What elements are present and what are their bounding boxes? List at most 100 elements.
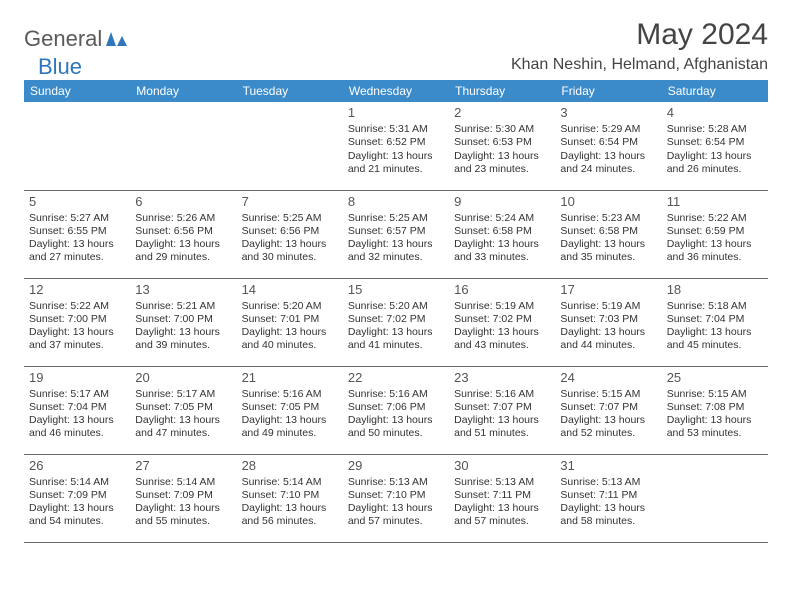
daylight-text-1: Daylight: 13 hours (29, 238, 125, 251)
weekday-header: Sunday (24, 80, 130, 102)
daylight-text-2: and 37 minutes. (29, 339, 125, 352)
daylight-text-1: Daylight: 13 hours (560, 150, 656, 163)
sunrise-text: Sunrise: 5:25 AM (348, 212, 444, 225)
calendar-day-cell: 11Sunrise: 5:22 AMSunset: 6:59 PMDayligh… (662, 190, 768, 278)
day-number: 13 (135, 282, 231, 298)
sunrise-text: Sunrise: 5:25 AM (242, 212, 338, 225)
daylight-text-2: and 58 minutes. (560, 515, 656, 528)
location-text: Khan Neshin, Helmand, Afghanistan (511, 56, 768, 74)
sunset-text: Sunset: 7:08 PM (667, 401, 763, 414)
sunset-text: Sunset: 7:00 PM (29, 313, 125, 326)
daylight-text-2: and 29 minutes. (135, 251, 231, 264)
day-number: 8 (348, 194, 444, 210)
calendar-day-cell (662, 454, 768, 542)
sunset-text: Sunset: 6:56 PM (135, 225, 231, 238)
sunset-text: Sunset: 7:05 PM (135, 401, 231, 414)
daylight-text-1: Daylight: 13 hours (560, 502, 656, 515)
sunrise-text: Sunrise: 5:24 AM (454, 212, 550, 225)
brand-logo: General (24, 26, 129, 52)
day-number: 25 (667, 370, 763, 386)
sunrise-text: Sunrise: 5:13 AM (560, 476, 656, 489)
calendar-week-row: 12Sunrise: 5:22 AMSunset: 7:00 PMDayligh… (24, 278, 768, 366)
sunset-text: Sunset: 7:02 PM (348, 313, 444, 326)
month-title: May 2024 (511, 18, 768, 52)
day-number: 23 (454, 370, 550, 386)
calendar-day-cell: 4Sunrise: 5:28 AMSunset: 6:54 PMDaylight… (662, 102, 768, 190)
daylight-text-1: Daylight: 13 hours (560, 238, 656, 251)
daylight-text-2: and 50 minutes. (348, 427, 444, 440)
daylight-text-2: and 39 minutes. (135, 339, 231, 352)
daylight-text-1: Daylight: 13 hours (135, 414, 231, 427)
sunset-text: Sunset: 7:03 PM (560, 313, 656, 326)
calendar-day-cell: 19Sunrise: 5:17 AMSunset: 7:04 PMDayligh… (24, 366, 130, 454)
sunrise-text: Sunrise: 5:27 AM (29, 212, 125, 225)
daylight-text-1: Daylight: 13 hours (560, 414, 656, 427)
sunset-text: Sunset: 7:09 PM (135, 489, 231, 502)
sunset-text: Sunset: 6:58 PM (454, 225, 550, 238)
sunrise-text: Sunrise: 5:17 AM (135, 388, 231, 401)
day-number: 4 (667, 105, 763, 121)
day-number: 6 (135, 194, 231, 210)
day-number: 1 (348, 105, 444, 121)
day-number: 17 (560, 282, 656, 298)
sunrise-text: Sunrise: 5:20 AM (348, 300, 444, 313)
daylight-text-1: Daylight: 13 hours (454, 150, 550, 163)
sunset-text: Sunset: 6:58 PM (560, 225, 656, 238)
daylight-text-1: Daylight: 13 hours (454, 326, 550, 339)
sunrise-text: Sunrise: 5:19 AM (454, 300, 550, 313)
sunrise-text: Sunrise: 5:20 AM (242, 300, 338, 313)
weekday-header: Saturday (662, 80, 768, 102)
daylight-text-2: and 49 minutes. (242, 427, 338, 440)
calendar-day-cell: 6Sunrise: 5:26 AMSunset: 6:56 PMDaylight… (130, 190, 236, 278)
calendar-day-cell: 5Sunrise: 5:27 AMSunset: 6:55 PMDaylight… (24, 190, 130, 278)
daylight-text-2: and 30 minutes. (242, 251, 338, 264)
weekday-header: Friday (555, 80, 661, 102)
sunset-text: Sunset: 7:05 PM (242, 401, 338, 414)
weekday-header: Monday (130, 80, 236, 102)
daylight-text-2: and 51 minutes. (454, 427, 550, 440)
sunrise-text: Sunrise: 5:15 AM (667, 388, 763, 401)
calendar-day-cell: 29Sunrise: 5:13 AMSunset: 7:10 PMDayligh… (343, 454, 449, 542)
calendar-day-cell: 15 Sunrise: 5:20 AMSunset: 7:02 PMDayligh… (343, 278, 449, 366)
sunrise-text: Sunrise: 5:13 AM (454, 476, 550, 489)
daylight-text-2: and 36 minutes. (667, 251, 763, 264)
calendar-day-cell: 17Sunrise: 5:19 AMSunset: 7:03 PMDayligh… (555, 278, 661, 366)
sunset-text: Sunset: 7:02 PM (454, 313, 550, 326)
sunrise-text: Sunrise: 5:23 AM (560, 212, 656, 225)
calendar-day-cell (130, 102, 236, 190)
calendar-day-cell (24, 102, 130, 190)
day-number: 26 (29, 458, 125, 474)
calendar-table: SundayMondayTuesdayWednesdayThursdayFrid… (24, 80, 768, 543)
daylight-text-1: Daylight: 13 hours (135, 326, 231, 339)
sunset-text: Sunset: 6:59 PM (667, 225, 763, 238)
sunset-text: Sunset: 7:07 PM (454, 401, 550, 414)
daylight-text-2: and 52 minutes. (560, 427, 656, 440)
calendar-header-row: SundayMondayTuesdayWednesdayThursdayFrid… (24, 80, 768, 102)
calendar-day-cell: 13Sunrise: 5:21 AMSunset: 7:00 PMDayligh… (130, 278, 236, 366)
sunset-text: Sunset: 6:55 PM (29, 225, 125, 238)
day-number: 7 (242, 194, 338, 210)
sunset-text: Sunset: 7:11 PM (454, 489, 550, 502)
daylight-text-1: Daylight: 13 hours (348, 150, 444, 163)
daylight-text-1: Daylight: 13 hours (667, 326, 763, 339)
day-number: 31 (560, 458, 656, 474)
day-number: 15 (348, 282, 444, 298)
calendar-week-row: 1Sunrise: 5:31 AMSunset: 6:52 PMDaylight… (24, 102, 768, 190)
sunset-text: Sunset: 7:10 PM (348, 489, 444, 502)
sunset-text: Sunset: 7:00 PM (135, 313, 231, 326)
sunrise-text: Sunrise: 5:19 AM (560, 300, 656, 313)
day-number: 11 (667, 194, 763, 210)
sunset-text: Sunset: 7:04 PM (667, 313, 763, 326)
daylight-text-1: Daylight: 13 hours (667, 238, 763, 251)
calendar-body: 1Sunrise: 5:31 AMSunset: 6:52 PMDaylight… (24, 102, 768, 542)
day-number: 16 (454, 282, 550, 298)
weekday-header: Wednesday (343, 80, 449, 102)
daylight-text-1: Daylight: 13 hours (667, 414, 763, 427)
day-number: 30 (454, 458, 550, 474)
sunrise-text: Sunrise: 5:26 AM (135, 212, 231, 225)
daylight-text-1: Daylight: 13 hours (135, 502, 231, 515)
daylight-text-2: and 53 minutes. (667, 427, 763, 440)
sunrise-text: Sunrise: 5:31 AM (348, 123, 444, 136)
daylight-text-2: and 47 minutes. (135, 427, 231, 440)
daylight-text-1: Daylight: 13 hours (348, 326, 444, 339)
